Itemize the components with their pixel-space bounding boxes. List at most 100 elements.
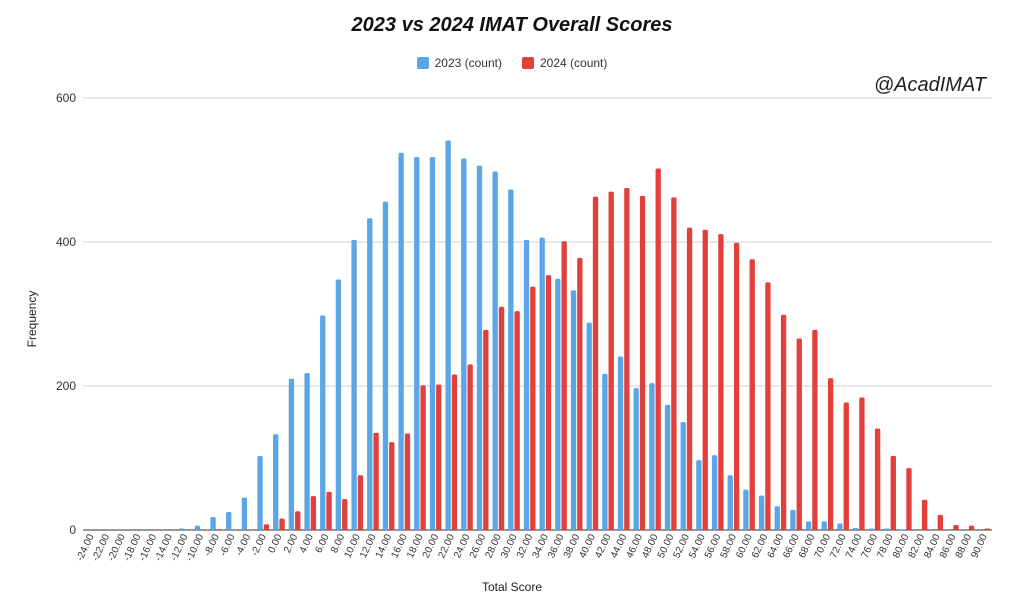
y-tick-label: 0 [69,523,76,537]
bar-2023 [179,528,185,530]
bar-2023 [273,434,279,530]
bar-2023 [617,356,624,530]
bar-2024 [608,191,614,530]
bar-2024 [765,282,771,530]
bar-2024 [545,275,552,530]
bar-2024 [373,432,379,530]
bar-2023 [743,489,749,530]
bar-2023 [758,495,765,530]
bar-2023 [805,521,812,530]
legend-label-2024: 2024 (count) [540,56,608,70]
bar-2023 [852,527,859,530]
y-tick-label: 600 [56,91,76,105]
bar-2024 [827,378,834,530]
bar-2023 [257,455,263,530]
bar-2024 [984,528,990,530]
bar-2023 [821,521,827,530]
watermark: @AcadIMAT [873,74,986,96]
x-tick-label: 4.00 [298,532,316,555]
x-axis-label: Total Score [481,580,543,594]
x-tick-label: -2.00 [249,532,269,558]
legend-item-2023[interactable]: 2023 (count) [416,56,502,70]
bar-2023 [367,218,373,531]
bar-2023 [539,237,545,530]
y-tick-label: 400 [56,235,76,249]
x-tick-label: 2.00 [282,532,300,555]
bar-2023 [398,152,404,530]
bar-2023 [790,509,796,530]
x-tick-label: 6.00 [313,532,331,555]
bar-2024 [968,525,975,530]
bar-2024 [404,433,411,530]
bar-2024 [702,229,708,530]
bar-2024 [263,524,270,530]
bar-2024 [921,499,928,530]
bar-2023 [586,322,592,530]
bar-2024 [796,338,802,530]
bar-2024 [279,518,285,530]
bar-2024 [780,314,787,530]
bar-2023 [555,278,561,530]
bar-2023 [696,460,702,530]
bar-2023 [508,189,514,530]
bar-2023 [320,315,326,530]
bar-2023 [414,157,420,531]
bar-2023 [304,373,310,530]
bar-2024 [592,196,599,530]
bar-2024 [843,402,849,530]
bar-2023 [241,497,248,530]
bar-2024 [326,491,332,530]
bar-2024 [154,529,160,530]
bar-2023 [492,171,498,530]
bar-2024 [686,227,693,530]
bar-2024 [937,514,943,530]
x-tick-label: 90.00 [969,532,990,560]
x-tick-label: 0.00 [266,532,284,555]
bar-2024 [451,374,458,530]
legend: 2023 (count) 2024 (count) [0,56,1024,70]
bar-2023 [727,475,733,530]
bar-2024 [733,242,740,530]
bar-2023 [649,383,655,530]
bar-2023 [899,529,906,530]
bar-2024 [467,364,473,530]
bar-2023 [351,239,357,530]
bar-2024 [890,455,896,530]
bar-2023 [461,158,467,531]
bar-2024 [639,195,646,531]
bar-2024 [436,384,442,530]
bar-2024 [906,468,912,530]
chart-title: 2023 vs 2024 IMAT Overall Scores [351,14,673,36]
bar-2024 [749,259,755,530]
bar-2024 [577,257,583,530]
bar-2024 [514,311,520,530]
bar-2024 [671,197,677,531]
bar-2023 [523,239,530,530]
bar-2024 [498,306,505,530]
bar-2024 [718,234,724,530]
legend-item-2024[interactable]: 2024 (count) [522,56,607,70]
bar-2024 [624,188,630,530]
bar-2024 [859,397,865,530]
bar-2023 [680,422,686,530]
y-axis-label: Frequency [25,290,39,348]
bar-2023 [774,506,780,530]
bar-2023 [210,517,216,530]
bar-2024 [530,286,536,530]
bar-2023 [476,165,483,530]
bar-2023 [711,455,718,530]
bar-2024 [295,511,301,530]
legend-label-2023: 2023 (count) [434,56,502,70]
bar-2024 [310,496,317,530]
bar-2023 [868,528,874,530]
legend-swatch-2024 [522,57,534,69]
bar-2024 [655,168,661,530]
bar-2024 [953,524,959,530]
bar-2024 [420,385,426,530]
bar-2024 [874,428,881,530]
bar-2023 [194,525,201,530]
bar-2023 [429,157,436,531]
bar-2023 [335,279,342,530]
bar-2023 [633,388,639,530]
